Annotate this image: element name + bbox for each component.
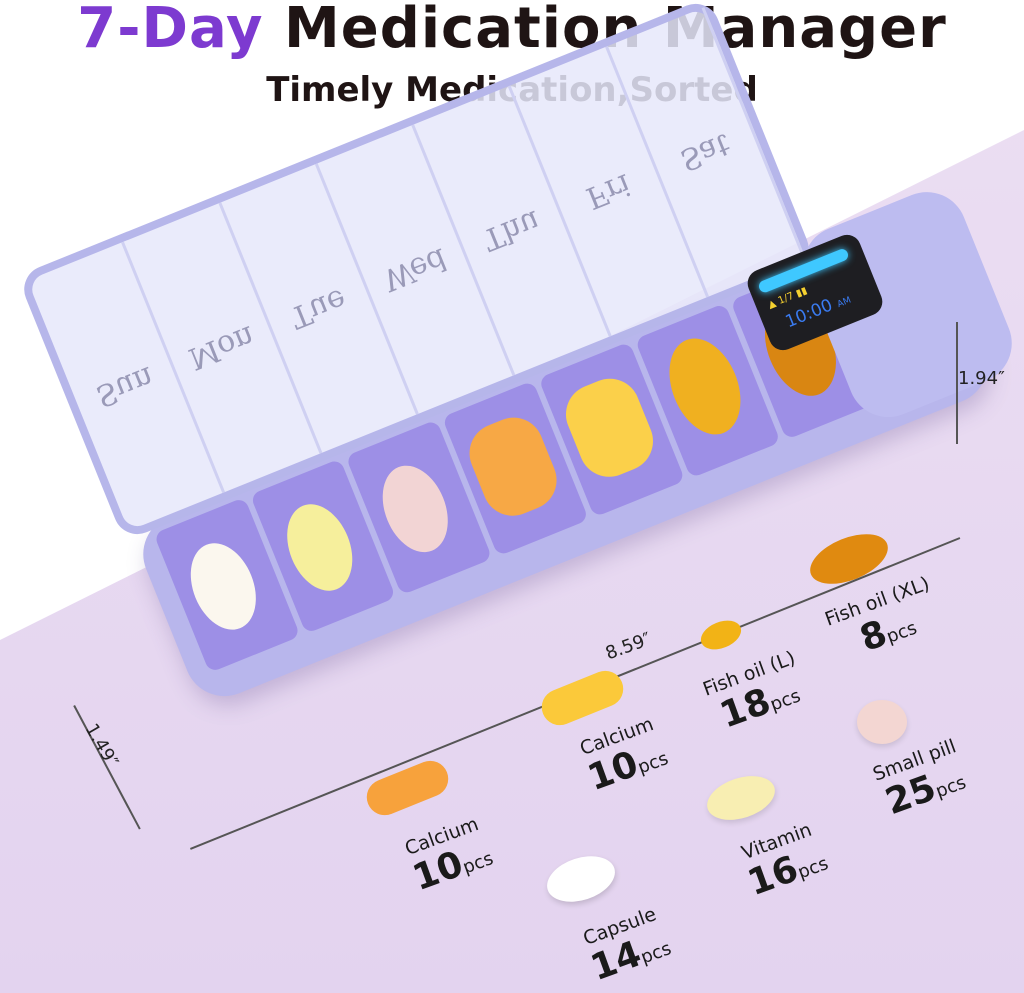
small-pill-icon <box>857 700 907 744</box>
height-dimension: 1.94″ <box>958 368 1005 389</box>
page-title: 7-Day Medication Manager <box>77 0 947 61</box>
